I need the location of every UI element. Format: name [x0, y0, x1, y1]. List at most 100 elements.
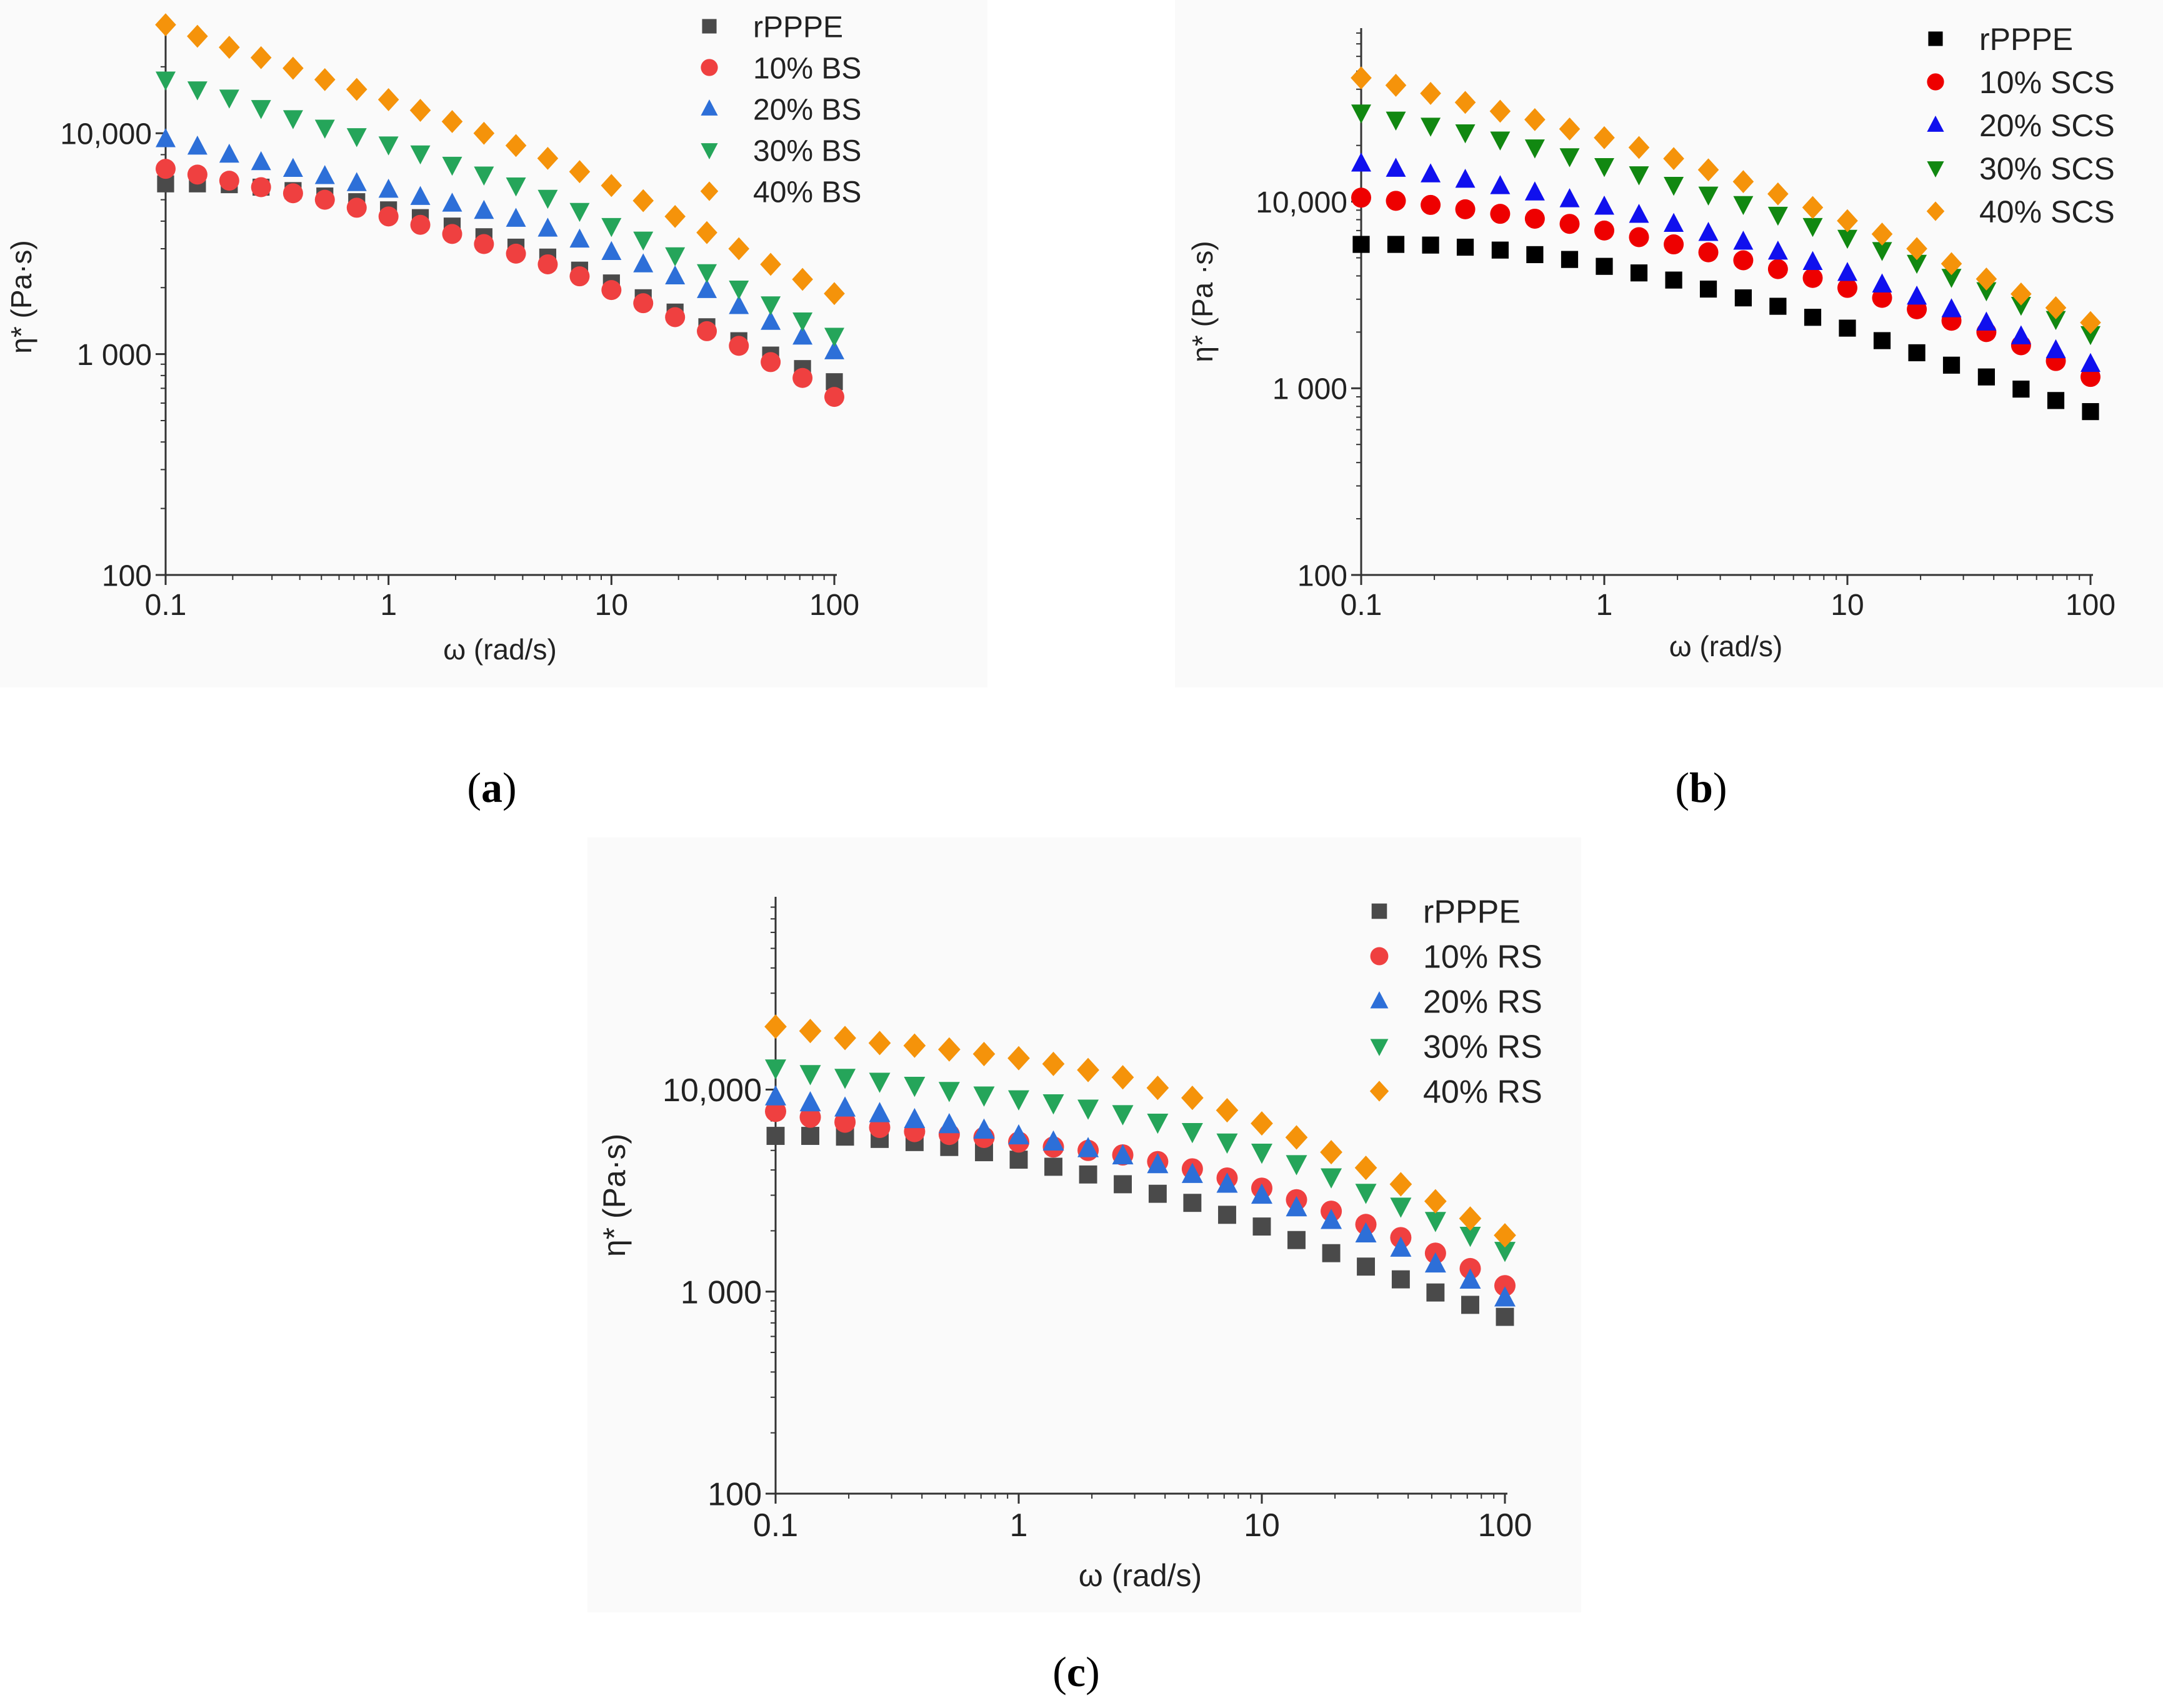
data-point	[1767, 206, 1788, 226]
legend-marker	[701, 143, 718, 159]
data-point	[314, 189, 335, 210]
legend-label: 40% RS	[1423, 1074, 1542, 1111]
data-point	[1629, 204, 1649, 223]
data-point	[632, 189, 654, 212]
data-point	[2011, 325, 2031, 344]
data-point	[1767, 240, 1788, 260]
legend-marker	[702, 19, 717, 34]
data-point	[1698, 222, 1719, 241]
data-point	[1112, 1105, 1134, 1126]
legend-label: 20% BS	[753, 93, 861, 126]
data-point	[187, 136, 207, 155]
data-point	[633, 293, 654, 314]
data-point	[834, 1026, 856, 1051]
data-point	[824, 340, 844, 359]
data-point	[1941, 252, 1962, 276]
data-point	[187, 81, 207, 101]
data-point	[1594, 196, 1614, 215]
data-point	[1455, 199, 1476, 219]
data-point	[697, 321, 717, 341]
data-point	[869, 1072, 891, 1093]
data-point	[792, 367, 813, 388]
series-20-bs	[156, 128, 844, 359]
data-point	[1077, 1057, 1099, 1082]
data-point	[314, 165, 335, 184]
panel-b: 0.1 1 10 100 100 1 000 10,000 ω (rad/s) η* (Pa ·…	[1175, 0, 2163, 811]
data-point	[1252, 1217, 1271, 1236]
data-point	[1216, 1098, 1239, 1123]
axes: 0.1 1 10 100 100 1 000 10,000	[60, 19, 859, 622]
panel-a: 0.1 1 10 100 100 1 000 10,000 ω (rad/s) η* (Pa·s…	[0, 0, 987, 811]
data-point	[346, 197, 367, 218]
data-point	[187, 164, 207, 185]
panel-c-background	[587, 837, 1581, 1612]
data-point	[1148, 1184, 1167, 1203]
data-point	[346, 128, 367, 147]
data-point	[792, 326, 813, 345]
data-point	[869, 1102, 891, 1122]
legend-marker	[1370, 947, 1389, 966]
data-point	[1077, 1099, 1099, 1120]
data-point	[1042, 1051, 1065, 1076]
legend-label: 10% SCS	[1979, 65, 2115, 100]
panel-b-background	[1175, 0, 2163, 687]
data-point	[1042, 1094, 1064, 1115]
data-point	[378, 178, 399, 198]
data-point	[569, 202, 590, 222]
legend-label: 40% BS	[753, 176, 861, 209]
data-point	[665, 247, 686, 267]
data-point	[1424, 1212, 1446, 1232]
data-point	[1559, 188, 1580, 207]
data-point	[633, 253, 654, 272]
data-point	[251, 100, 271, 119]
data-point	[410, 186, 431, 205]
data-point	[2081, 326, 2101, 346]
data-point	[1459, 1206, 1482, 1231]
data-point	[410, 214, 431, 235]
data-point	[868, 1031, 891, 1056]
data-point	[1524, 181, 1545, 201]
data-point	[1942, 356, 1961, 374]
data-point	[664, 204, 686, 228]
data-point	[1390, 1236, 1412, 1257]
data-point	[824, 387, 844, 407]
data-point	[1494, 1242, 1516, 1262]
x-tick-label: 0.1	[1341, 589, 1382, 622]
data-point	[799, 1091, 821, 1112]
data-point	[1664, 234, 1684, 255]
data-point	[1351, 104, 1371, 124]
caption-b: (b)	[1675, 764, 1727, 811]
legend-marker	[1369, 1081, 1389, 1102]
data-point	[1490, 131, 1511, 151]
x-tick-label: 1	[1596, 589, 1613, 622]
data-point	[219, 89, 239, 109]
data-point	[1491, 241, 1509, 259]
series-40-bs	[155, 13, 845, 306]
axes: 0.1 1 10 100 100 1 000 10,000	[662, 897, 1532, 1544]
series-30-rs	[765, 1059, 1516, 1262]
data-point	[938, 1037, 961, 1062]
legend-label: 10% RS	[1423, 939, 1542, 976]
x-tick-label: 10	[1244, 1507, 1280, 1544]
data-point	[972, 1041, 996, 1067]
data-point	[1251, 1111, 1273, 1136]
data-point	[1146, 1076, 1169, 1101]
data-point	[729, 336, 749, 356]
data-point	[1456, 238, 1474, 256]
series-10-bs	[156, 159, 844, 407]
data-point	[1664, 176, 1684, 196]
data-point	[1422, 236, 1439, 254]
legend-label: 20% SCS	[1979, 108, 2115, 143]
data-point	[1426, 1283, 1445, 1302]
x-tick-label: 1	[1010, 1507, 1028, 1544]
data-point	[765, 1085, 786, 1106]
data-point	[250, 46, 272, 69]
data-point	[1524, 139, 1545, 159]
data-point	[1976, 282, 1997, 302]
data-point	[378, 206, 399, 227]
data-point	[505, 134, 527, 157]
series-rpppe	[766, 1127, 1514, 1326]
legend: rPPPE 10% RS 20% RS 30% RS 40% RS	[1369, 894, 1542, 1111]
y-tick-label: 10,000	[662, 1072, 762, 1109]
